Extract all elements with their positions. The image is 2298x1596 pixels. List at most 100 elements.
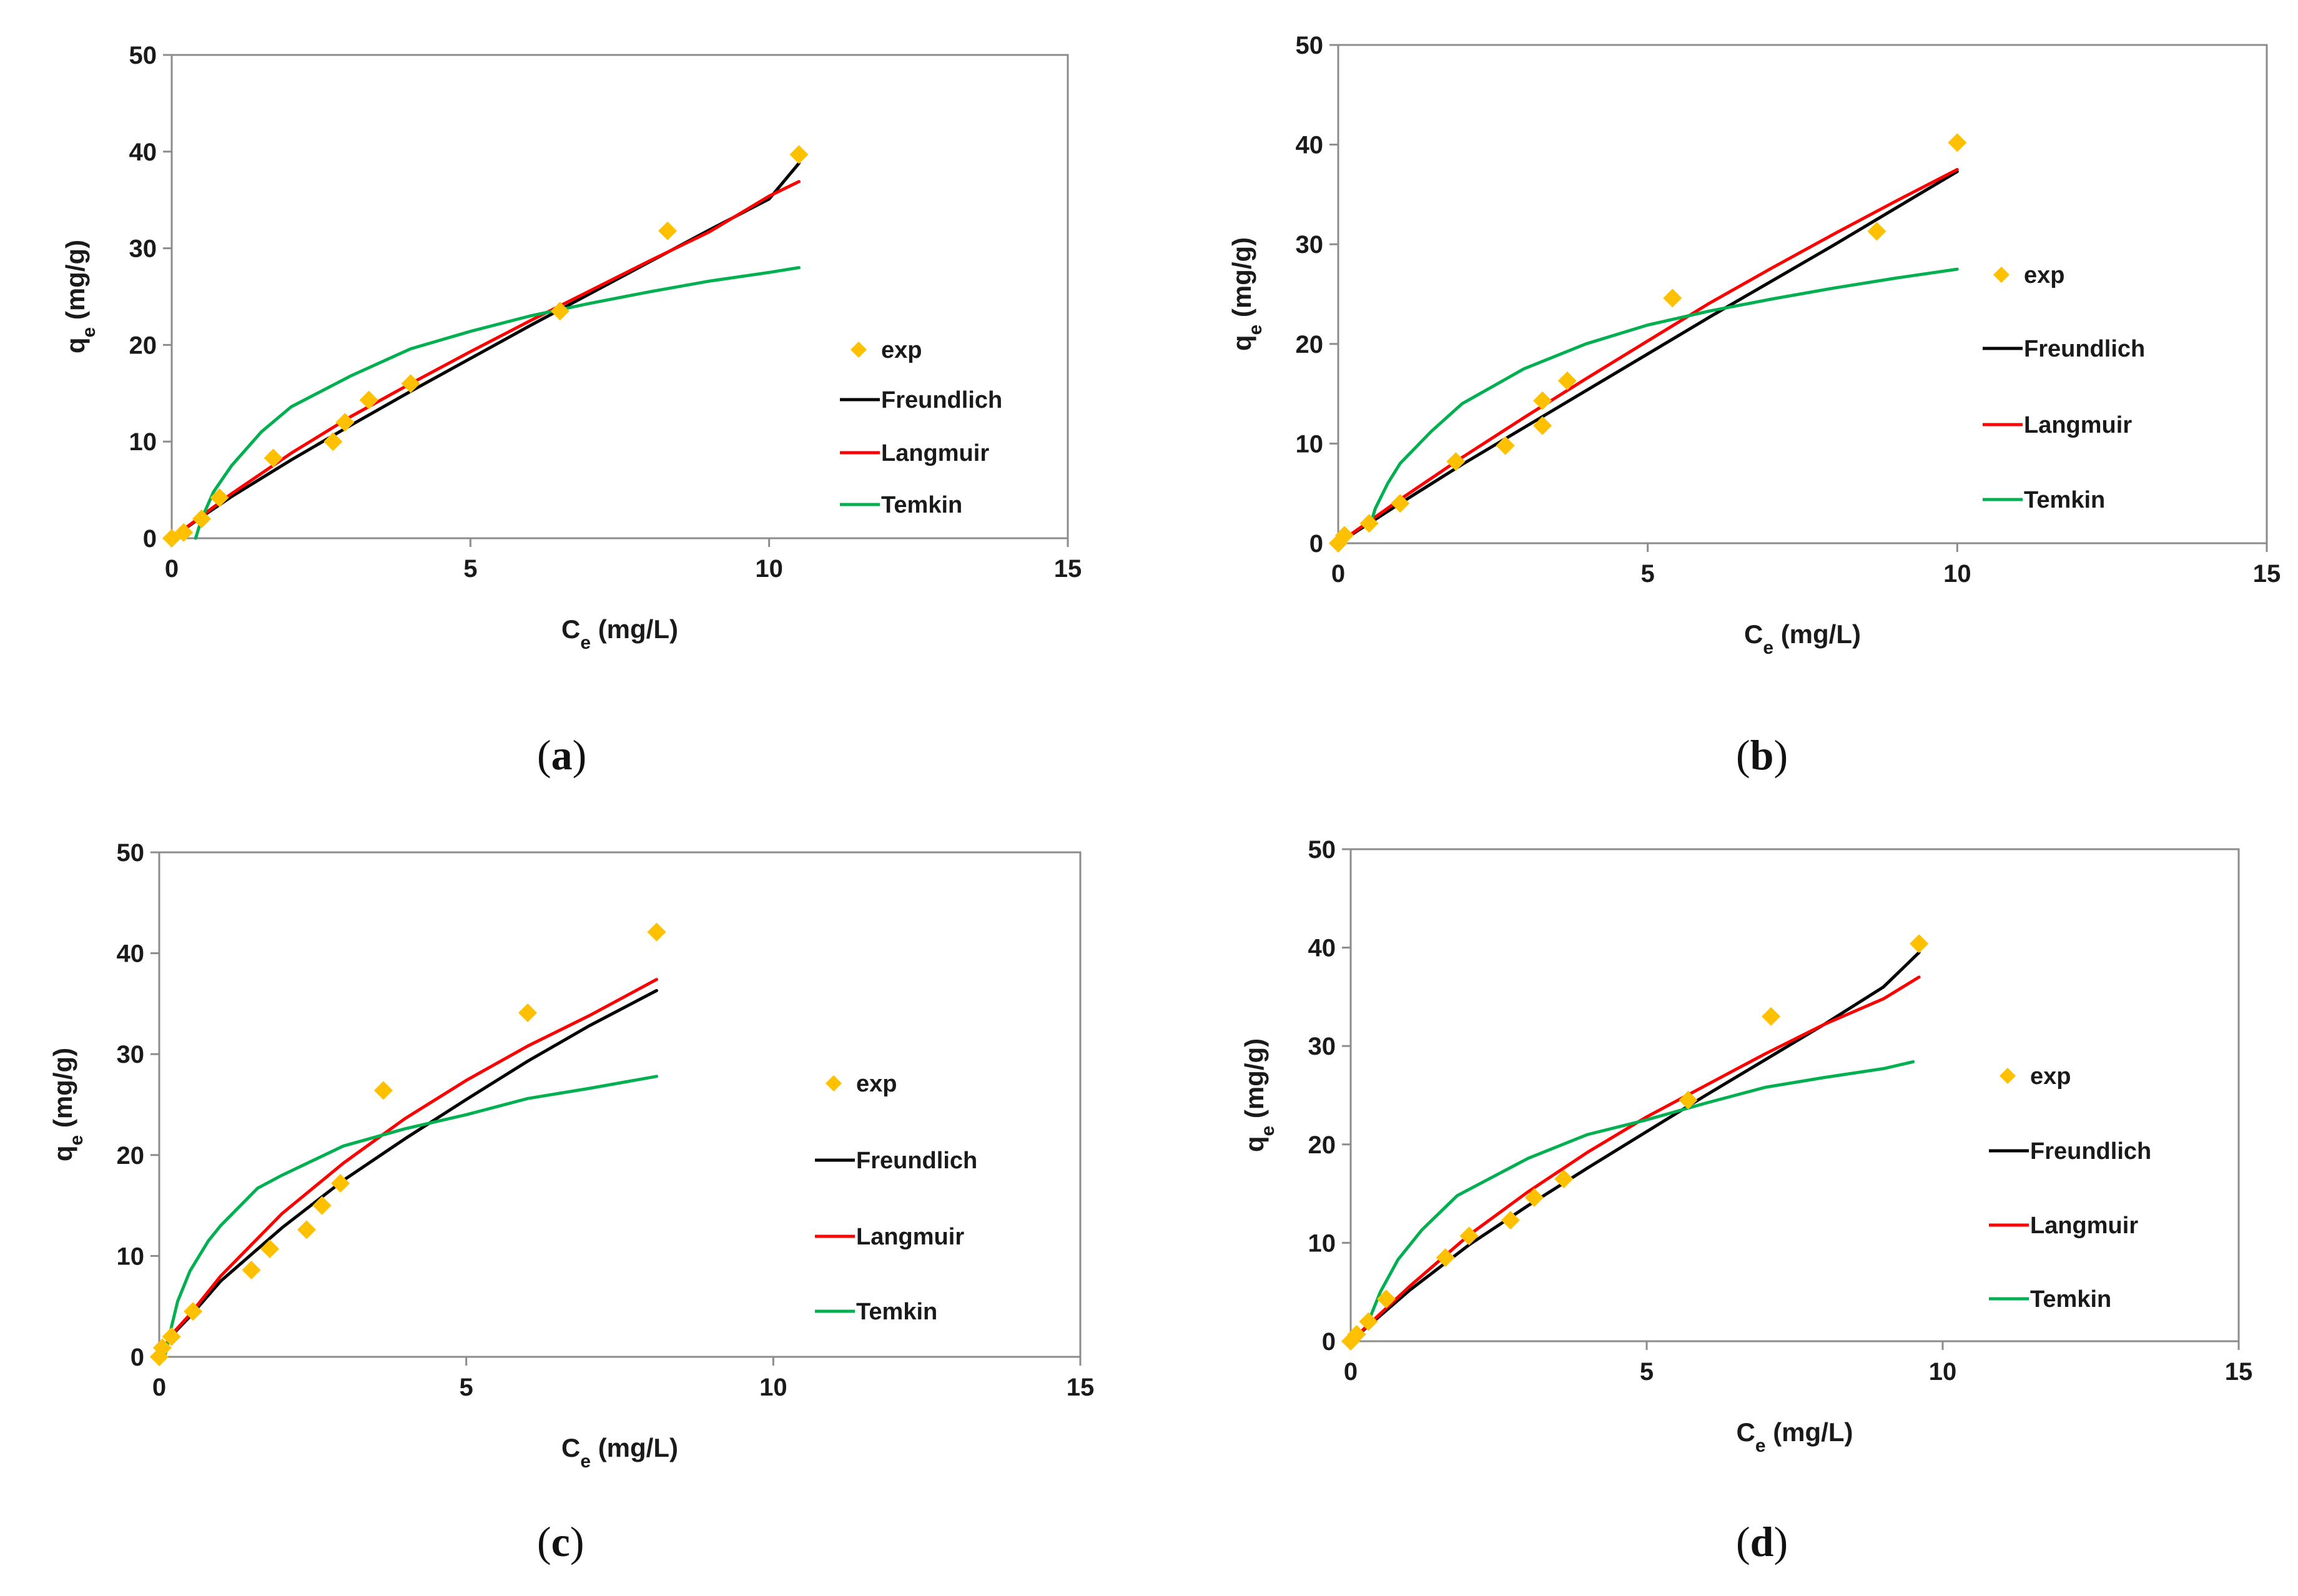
y-tick-label: 50 bbox=[1308, 836, 1336, 864]
y-tick-label: 30 bbox=[129, 235, 157, 263]
x-axis-title: Ce (mg/L) bbox=[1737, 1417, 1853, 1456]
data-point-exp bbox=[1948, 133, 1967, 152]
data-point-exp bbox=[1376, 1289, 1396, 1309]
data-point-exp bbox=[1436, 1248, 1455, 1268]
x-axis-title: Ce (mg/L) bbox=[561, 1433, 678, 1472]
x-tick-label: 0 bbox=[1331, 560, 1345, 588]
legend-label-langmuir: Langmuir bbox=[2030, 1213, 2138, 1239]
legend-label-exp: exp bbox=[2030, 1063, 2071, 1090]
y-axis-title: qe (mg/g) bbox=[61, 240, 99, 353]
legend-label-freundlich: Freundlich bbox=[2024, 336, 2145, 362]
x-tick-label: 5 bbox=[1640, 1358, 1654, 1386]
data-point-exp bbox=[323, 432, 343, 451]
x-axis-title: Ce (mg/L) bbox=[561, 614, 678, 653]
legend-label-freundlich: Freundlich bbox=[881, 387, 1002, 413]
legend-label-freundlich: Freundlich bbox=[856, 1148, 977, 1174]
data-point-exp bbox=[260, 1239, 279, 1259]
legend-marker-exp bbox=[851, 342, 867, 358]
chart-svg: 0 10 20 30 40 50 0 5 10 15 Ce (mg/L) qe (mg/g) exp Fr… bbox=[61, 42, 1082, 653]
data-point-exp bbox=[658, 221, 678, 240]
data-point-exp bbox=[1663, 288, 1682, 308]
legend-label-langmuir: Langmuir bbox=[856, 1224, 964, 1250]
y-tick-label: 40 bbox=[129, 139, 157, 166]
y-tick-label: 30 bbox=[117, 1041, 145, 1068]
legend-label-temkin: Temkin bbox=[856, 1299, 937, 1325]
data-point-exp bbox=[1554, 1169, 1574, 1188]
chart-panel-c: 0 10 20 30 40 50 0 5 10 15 Ce (mg/L) qe (mg/g) exp Fr… bbox=[0, 799, 1149, 1596]
data-point-exp bbox=[647, 922, 666, 942]
data-point-exp bbox=[1391, 494, 1410, 513]
caption-a: (a) bbox=[537, 731, 587, 779]
data-point-exp bbox=[1496, 436, 1515, 455]
legend-label-exp: exp bbox=[856, 1071, 897, 1097]
series-line-temkin bbox=[164, 1075, 658, 1356]
data-point-exp bbox=[1533, 391, 1552, 410]
y-tick-label: 10 bbox=[1296, 430, 1324, 458]
y-tick-label: 0 bbox=[1309, 530, 1323, 558]
y-axis-title: qe (mg/g) bbox=[1227, 237, 1266, 351]
data-point-exp bbox=[550, 302, 570, 321]
y-tick-label: 20 bbox=[1296, 331, 1324, 358]
y-axis-title: qe (mg/g) bbox=[48, 1048, 87, 1161]
y-axis-title: qe (mg/g) bbox=[1240, 1038, 1278, 1152]
legend-label-langmuir: Langmuir bbox=[2024, 412, 2132, 438]
legend-marker-exp bbox=[1993, 267, 2010, 283]
y-tick-label: 0 bbox=[1322, 1328, 1336, 1356]
data-point-exp bbox=[312, 1196, 332, 1215]
data-point-exp bbox=[1446, 452, 1466, 471]
data-point-exp bbox=[1359, 514, 1379, 533]
y-tick-label: 40 bbox=[117, 940, 145, 968]
legend-label-freundlich: Freundlich bbox=[2030, 1138, 2151, 1165]
legend-label-langmuir: Langmuir bbox=[881, 440, 989, 466]
x-tick-label: 5 bbox=[463, 555, 477, 583]
data-point-exp bbox=[1501, 1211, 1520, 1230]
data-point-exp bbox=[1533, 416, 1552, 435]
y-tick-label: 20 bbox=[1308, 1131, 1336, 1159]
data-point-exp bbox=[373, 1081, 393, 1100]
data-point-exp bbox=[518, 1003, 537, 1022]
legend-label-temkin: Temkin bbox=[2030, 1286, 2111, 1313]
chart-svg: 0 10 20 30 40 50 0 5 10 15 Ce (mg/L) qe (mg/g) exp Fr… bbox=[1227, 32, 2281, 658]
legend-label-temkin: Temkin bbox=[2024, 487, 2105, 513]
y-tick-label: 20 bbox=[117, 1142, 145, 1170]
data-point-exp bbox=[210, 488, 229, 507]
series-line-langmuir bbox=[1349, 975, 1921, 1343]
data-point-exp bbox=[359, 390, 378, 410]
data-point-exp bbox=[1459, 1226, 1479, 1246]
y-tick-label: 20 bbox=[129, 332, 157, 359]
data-point-exp bbox=[1762, 1007, 1781, 1026]
y-tick-label: 40 bbox=[1308, 935, 1336, 962]
y-tick-label: 0 bbox=[131, 1344, 144, 1371]
data-point-exp bbox=[1557, 371, 1577, 390]
x-tick-label: 5 bbox=[1641, 560, 1655, 588]
series-line-temkin bbox=[1366, 1060, 1915, 1323]
legend-label-exp: exp bbox=[881, 337, 922, 363]
legend-label-exp: exp bbox=[2024, 262, 2064, 288]
data-point-exp bbox=[1910, 934, 1929, 953]
y-tick-label: 10 bbox=[129, 428, 157, 456]
y-tick-label: 10 bbox=[1308, 1229, 1336, 1257]
x-axis-title: Ce (mg/L) bbox=[1744, 619, 1861, 658]
data-point-exp bbox=[1679, 1090, 1698, 1110]
series-line-temkin bbox=[194, 266, 801, 540]
plot-area bbox=[1349, 848, 2240, 1342]
data-point-exp bbox=[1347, 1324, 1366, 1344]
chart-svg: 0 10 20 30 40 50 0 5 10 15 Ce (mg/L) qe (mg/g) exp Fr… bbox=[48, 839, 1095, 1472]
data-point-exp bbox=[242, 1261, 261, 1280]
caption-b: (b) bbox=[1736, 731, 1788, 779]
x-tick-label: 15 bbox=[2225, 1358, 2253, 1386]
chart-svg: 0 10 20 30 40 50 0 5 10 15 Ce (mg/L) qe (mg/g) exp Fr… bbox=[1240, 836, 2253, 1456]
data-point-exp bbox=[162, 1327, 181, 1346]
data-point-exp bbox=[1867, 222, 1886, 241]
y-tick-label: 10 bbox=[117, 1243, 145, 1270]
x-tick-label: 15 bbox=[2253, 560, 2281, 588]
data-point-exp bbox=[1524, 1188, 1544, 1207]
x-tick-label: 0 bbox=[165, 555, 179, 583]
x-tick-label: 10 bbox=[755, 555, 783, 583]
y-tick-label: 50 bbox=[117, 839, 145, 867]
chart-panel-b: 0 10 20 30 40 50 0 5 10 15 Ce (mg/L) qe (mg/g) exp Fr… bbox=[1149, 0, 2298, 799]
x-tick-label: 15 bbox=[1067, 1374, 1095, 1401]
chart-panel-d: 0 10 20 30 40 50 0 5 10 15 Ce (mg/L) qe (mg/g) exp Fr… bbox=[1149, 799, 2298, 1596]
data-point-exp bbox=[1359, 1312, 1378, 1331]
